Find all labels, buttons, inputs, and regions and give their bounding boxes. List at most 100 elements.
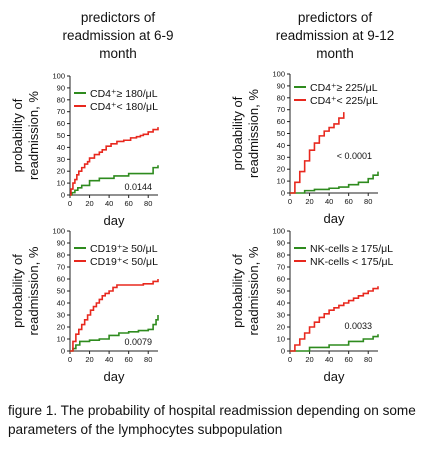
y-tick-label: 20 [57,323,65,332]
figure-caption: figure 1. The probability of hospital re… [8,403,416,437]
x-tick-label: 0 [288,197,292,206]
y-tick-label: 40 [57,299,65,308]
x-tick-label: 0 [68,355,72,364]
y-tick-label: 90 [277,81,285,90]
y-tick-label: 80 [57,95,65,104]
y-tick-label: 80 [57,251,65,260]
y-axis-label-line: probability of [230,254,245,328]
y-tick-label: 30 [57,155,65,164]
y-tick-label: 20 [277,165,285,174]
y-tick-label: 40 [277,141,285,150]
x-axis-label: day [324,369,345,384]
y-tick-label: 100 [272,227,285,236]
series-line [290,334,379,352]
y-tick-label: 0 [281,347,285,356]
y-axis-label-line: readmission, % [246,89,261,178]
legend-label: CD4⁺< 180/μL [90,101,158,113]
y-tick-label: 60 [277,117,285,126]
x-tick-label: 60 [124,355,132,364]
series-line [70,279,159,352]
series-line [290,112,345,194]
y-tick-label: 30 [57,311,65,320]
y-tick-label: 80 [277,93,285,102]
y-tick-label: 40 [57,143,65,152]
y-tick-label: 0 [61,191,65,200]
y-tick-label: 80 [277,251,285,260]
y-tick-label: 70 [277,263,285,272]
y-tick-label: 100 [272,70,285,79]
legend-label: CD19⁺< 50/μL [90,256,158,268]
y-tick-label: 10 [57,179,65,188]
legend-label: CD4⁺< 225/μL [310,95,378,107]
y-tick-label: 50 [277,287,285,296]
y-tick-label: 20 [277,323,285,332]
series-line [70,127,159,196]
x-tick-label: 40 [325,197,333,206]
right-column-title: predictors of readmission at 9-12 month [276,10,395,61]
y-tick-label: 50 [57,131,65,140]
y-tick-label: 0 [281,189,285,198]
x-tick-label: 20 [305,197,313,206]
right-title-line-3: month [316,46,354,61]
x-tick-label: 80 [144,355,152,364]
x-tick-label: 0 [68,199,72,208]
y-tick-label: 30 [277,311,285,320]
x-tick-label: 40 [105,355,113,364]
y-tick-label: 30 [277,153,285,162]
legend-label: CD19⁺≥ 50/μL [90,243,158,255]
legend-label: NK-cells < 175/μL [310,256,394,268]
y-tick-label: 70 [57,263,65,272]
y-tick-label: 100 [52,227,65,236]
y-axis-label-line: readmission, % [246,246,261,335]
y-tick-label: 10 [57,335,65,344]
chart-cd19-50: 0 10 20 30 40 50 60 70 80 90 100 0 20 40 60 80 day probab… [10,227,159,384]
p-value-label: 0.0033 [344,321,372,331]
y-tick-label: 60 [277,275,285,284]
chart-nk-175: 0 10 20 30 40 50 60 70 80 90 100 0 20 40 60 80 day probab… [230,227,394,385]
x-tick-label: 80 [144,199,152,208]
right-title-line-2: readmission at 9-12 [276,28,395,43]
y-tick-label: 70 [277,105,285,114]
chart-cd4-180: 0 10 20 30 40 50 60 70 80 90 100 0 20 40 60 80 day probab… [10,72,159,228]
p-value-label: 0.0079 [124,337,152,347]
y-tick-label: 90 [57,83,65,92]
y-tick-label: 90 [57,239,65,248]
y-tick-label: 60 [57,119,65,128]
x-axis-label: day [324,211,345,226]
x-tick-label: 20 [85,355,93,364]
series-line [70,165,159,196]
p-value-label: < 0.0001 [337,151,372,161]
legend-label: CD4⁺≥ 180/μL [90,88,158,100]
legend-label: NK-cells ≥ 175/μL [310,243,393,255]
x-tick-label: 80 [364,355,372,364]
x-tick-label: 60 [344,197,352,206]
x-tick-label: 40 [105,199,113,208]
x-tick-label: 60 [344,355,352,364]
y-axis-label-line: readmission, % [26,246,41,335]
series-line [290,171,379,194]
y-tick-label: 40 [277,299,285,308]
y-tick-label: 10 [277,177,285,186]
p-value-label: 0.0144 [124,182,152,192]
y-axis-label-line: probability of [10,254,25,328]
left-title-line-2: readmission at 6-9 [62,28,173,43]
legend-label: CD4⁺≥ 225/μL [310,82,378,94]
series-line [70,315,159,352]
chart-cd4-225: 0 10 20 30 40 50 60 70 80 90 100 0 20 40 60 80 day probab… [230,70,379,226]
y-axis-label-line: readmission, % [26,91,41,180]
left-column-title: predictors of readmission at 6-9 month [62,10,173,61]
x-tick-label: 60 [124,199,132,208]
x-tick-label: 40 [325,355,333,364]
x-axis-label: day [104,213,125,228]
series-line [290,286,379,352]
left-title-line-1: predictors of [81,10,156,25]
y-tick-label: 70 [57,107,65,116]
y-tick-label: 50 [277,129,285,138]
y-tick-label: 0 [61,347,65,356]
y-tick-label: 90 [277,239,285,248]
y-tick-label: 10 [277,335,285,344]
right-title-line-1: predictors of [298,10,373,25]
y-tick-label: 60 [57,275,65,284]
x-tick-label: 20 [305,355,313,364]
